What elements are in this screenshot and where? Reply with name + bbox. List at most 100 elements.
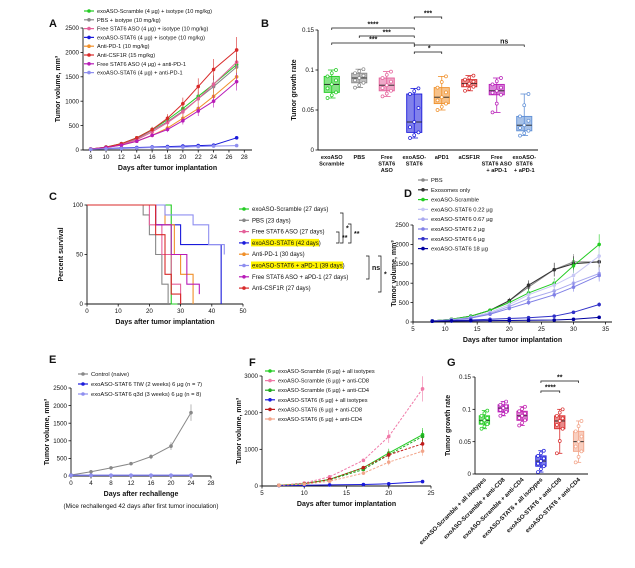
series-line [90,145,237,150]
data-point [181,101,185,106]
data-point [597,302,601,307]
box-point [357,69,362,74]
legend-label-8: exoASO-STAT6 18 µg [431,247,488,253]
box-point [501,406,506,410]
box-point [329,82,334,87]
box-point [389,79,393,84]
legend-label-6: exoASO-STAT6 2 µg [431,227,485,233]
box-point [517,423,522,428]
legend-marker-1-dot [242,207,246,211]
legend-label-1: exoASO-Scramble (27 days) [252,207,328,213]
data-point [277,483,281,488]
box-point [479,420,484,425]
x-tick-label: 26 [226,154,233,161]
significance-label: ns [500,39,508,46]
box-point [467,75,472,80]
box-point [523,418,527,423]
data-point [234,136,239,140]
y-tick-label: 2000 [53,403,67,410]
data-point [104,146,108,151]
series-6 [87,204,225,255]
data-point [420,434,425,439]
box-point [408,125,412,130]
box-point [416,86,421,91]
x-category-label: Free STAT6 ASO + aPD-1 [482,155,513,174]
data-point [169,473,173,478]
y-axis-label: Tumor volume, mm³ [55,55,62,122]
box-point [334,78,338,83]
data-point [165,120,170,125]
series-8 [88,143,239,152]
series-3 [277,430,425,488]
data-point [165,116,170,121]
series-line [90,49,237,150]
panel-d-legend: PBS Exosomes only exoASO-Scramble exoASO-ST… [418,178,493,253]
box-point [560,416,565,421]
data-point [149,473,153,478]
y-tick-label: 0 [64,473,68,480]
legend-highlight [251,238,319,247]
series-line [70,412,192,476]
y-axis-label: Percent survival [58,227,65,281]
panel-letter-d: D [404,188,412,200]
box-point [522,123,527,128]
series-2 [277,376,425,488]
box-point [554,413,559,418]
box-6 [572,419,585,465]
series-line [278,481,423,486]
data-point [361,482,366,487]
data-point [420,449,425,453]
data-point [430,319,435,324]
data-point [597,315,601,320]
box-2 [497,399,509,418]
x-category-label: Free STAT6 ASO [378,155,395,174]
data-point [196,109,201,113]
x-category-label: aCSF1R [459,155,480,161]
data-point [150,127,154,132]
box-point [490,82,495,87]
significance-bracket [413,51,443,54]
box-point [412,133,417,138]
series-line [278,436,423,486]
data-point [119,143,124,147]
data-point [361,471,366,475]
data-point [109,473,113,478]
x-tick-label: 20 [179,154,186,161]
panel-f-plot: 5 10 15 20 25 0 1000 2000 3000 Days after tumor i… [236,373,435,508]
legend-marker-1-dot [421,178,425,182]
y-tick-label: 0 [255,483,259,490]
box-point [490,90,495,95]
box-point [325,74,330,79]
legend-label-4: exoASO-STAT6 0.22 µg [431,207,493,213]
data-point [134,139,139,144]
legend-label-3: Free STAT6 ASO (27 days) [252,230,324,236]
box-point [389,69,393,74]
box-point [444,90,448,95]
box-point [439,104,444,109]
legend-label-7: exoASO-STAT6 6 µg [431,237,485,243]
significance-label: ** [557,375,563,382]
significance-bracket [413,16,443,19]
box-point [579,419,584,423]
y-tick-label: 0 [406,319,410,326]
box-point [539,459,543,463]
legend-label-5: exoASO-STAT6 0.67 µg [431,217,493,223]
y-tick-label: 0 [76,147,80,154]
x-tick-label: 5 [260,490,264,497]
data-point [552,267,557,272]
box-6 [461,73,478,93]
box-point [329,93,334,98]
panel-letter-f: F [249,357,256,369]
data-point [507,318,512,323]
data-point [488,318,492,323]
legend-marker-4-dot [87,35,91,40]
series-1 [277,427,425,488]
data-point [196,144,201,149]
y-axis-label: Tumor volume, mm³ [44,398,51,465]
data-point [119,146,124,151]
x-axis-label: Days after tumor implantation [118,165,217,172]
box-8 [516,92,533,138]
data-point [211,82,216,86]
y-tick-label: 0 [80,301,84,308]
box-point [467,86,472,91]
